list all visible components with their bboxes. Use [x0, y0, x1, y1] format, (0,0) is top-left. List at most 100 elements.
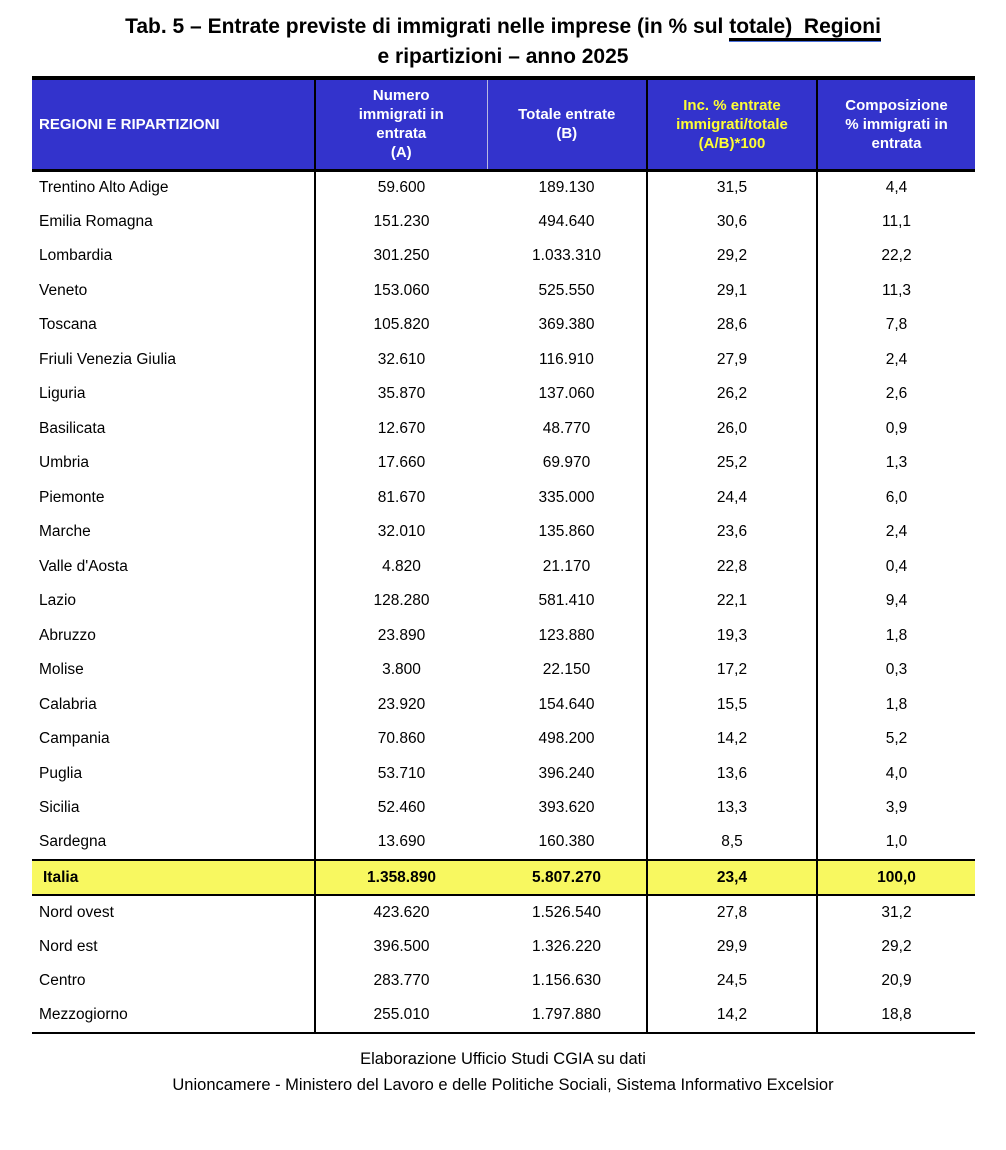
cell-region-name: Lombardia [32, 239, 316, 274]
cell-totale-entrate: 116.910 [487, 342, 647, 377]
cell-incidenza: 29,2 [646, 239, 817, 274]
cell-totale-entrate: 1.797.880 [487, 998, 647, 1034]
cell-totale-entrate: 494.640 [487, 204, 647, 239]
cell-composizione: 7,8 [816, 308, 975, 343]
header-row: REGIONI E RIPARTIZIONI Numero immigrati … [32, 76, 975, 172]
cell-composizione: 5,2 [816, 722, 975, 757]
cell-region-name: Valle d'Aosta [32, 549, 316, 584]
table-row: Basilicata 12.670 48.770 26,0 0,9 [32, 411, 975, 446]
cell-totale-entrate: 69.970 [487, 446, 647, 481]
table-row: Trentino Alto Adige 59.600 189.130 31,5 4,4 [32, 170, 975, 205]
title-line2-text: e ripartizioni – anno 2025 [377, 45, 629, 68]
cell-region-name: Puglia [32, 756, 316, 791]
cell-composizione: 0,3 [816, 653, 975, 688]
cell-numero-immigrati: 283.770 [315, 964, 487, 999]
header-regioni-e-ripartizioni: REGIONI E RIPARTIZIONI [32, 76, 316, 172]
cell-region-name: Campania [32, 722, 316, 757]
cell-incidenza: 24,4 [646, 480, 817, 515]
cell-numero-immigrati: 17.660 [315, 446, 487, 481]
cell-composizione: 2,4 [816, 342, 975, 377]
cell-region-name: Centro [32, 964, 316, 999]
cell-numero-immigrati: 301.250 [315, 239, 487, 274]
cell-totale-entrate: 369.380 [487, 308, 647, 343]
cell-totale-entrate: 135.860 [487, 515, 647, 550]
cell-composizione: 4,0 [816, 756, 975, 791]
cell-totale-entrate: 393.620 [487, 791, 647, 826]
cell-numero-immigrati: 23.920 [315, 687, 487, 722]
cell-numero-immigrati: 153.060 [315, 273, 487, 308]
source-note-line2: Unioncamere - Ministero del Lavoro e del… [172, 1076, 834, 1094]
cell-incidenza: 17,2 [646, 653, 817, 688]
cell-numero-immigrati: 32.610 [315, 342, 487, 377]
table-header: REGIONI E RIPARTIZIONI Numero immigrati … [32, 76, 975, 172]
cell-composizione: 2,4 [816, 515, 975, 550]
cell-incidenza: 14,2 [646, 722, 817, 757]
cell-incidenza: 14,2 [646, 998, 817, 1034]
cell-incidenza: 13,3 [646, 791, 817, 826]
table-row: Emilia Romagna 151.230 494.640 30,6 11,1 [32, 204, 975, 239]
table-row: Calabria 23.920 154.640 15,5 1,8 [32, 687, 975, 722]
cell-region-name: Basilicata [32, 411, 316, 446]
cell-numero-immigrati: 423.620 [315, 895, 487, 930]
cell-region-name: Italia [32, 859, 316, 896]
cell-incidenza: 22,1 [646, 584, 817, 619]
cell-composizione: 22,2 [816, 239, 975, 274]
cell-region-name: Marche [32, 515, 316, 550]
cell-incidenza: 25,2 [646, 446, 817, 481]
cell-incidenza: 27,8 [646, 895, 817, 930]
cell-region-name: Nord ovest [32, 895, 316, 930]
table-row: Mezzogiorno 255.010 1.797.880 14,2 18,8 [32, 998, 975, 1034]
cell-composizione: 0,9 [816, 411, 975, 446]
cell-region-name: Sardegna [32, 825, 316, 860]
cell-region-name: Trentino Alto Adige [32, 170, 316, 205]
title-underlined-text: totale) Regioni [729, 15, 881, 41]
cell-incidenza: 22,8 [646, 549, 817, 584]
cell-composizione: 2,6 [816, 377, 975, 412]
table-row: Veneto 153.060 525.550 29,1 11,3 [32, 273, 975, 308]
cell-totale-entrate: 160.380 [487, 825, 647, 860]
cell-numero-immigrati: 396.500 [315, 929, 487, 964]
cell-region-name: Lazio [32, 584, 316, 619]
cell-region-name: Piemonte [32, 480, 316, 515]
cell-region-name: Umbria [32, 446, 316, 481]
cell-composizione: 18,8 [816, 998, 975, 1034]
cell-totale-entrate: 1.326.220 [487, 929, 647, 964]
table-row: Molise 3.800 22.150 17,2 0,3 [32, 653, 975, 688]
cell-region-name: Friuli Venezia Giulia [32, 342, 316, 377]
cell-region-name: Emilia Romagna [32, 204, 316, 239]
table-row: Sardegna 13.690 160.380 8,5 1,0 [32, 825, 975, 860]
cell-incidenza: 23,6 [646, 515, 817, 550]
cell-numero-immigrati: 12.670 [315, 411, 487, 446]
cell-numero-immigrati: 3.800 [315, 653, 487, 688]
cell-incidenza: 8,5 [646, 825, 817, 860]
cell-numero-immigrati: 13.690 [315, 825, 487, 860]
table-row: Puglia 53.710 396.240 13,6 4,0 [32, 756, 975, 791]
cell-composizione: 0,4 [816, 549, 975, 584]
cell-composizione: 6,0 [816, 480, 975, 515]
data-table: REGIONI E RIPARTIZIONI Numero immigrati … [32, 76, 975, 1034]
cell-totale-entrate: 498.200 [487, 722, 647, 757]
cell-numero-immigrati: 128.280 [315, 584, 487, 619]
cell-totale-entrate: 396.240 [487, 756, 647, 791]
header-totale-entrate: Totale entrate (B) [487, 76, 647, 172]
table-row: Campania 70.860 498.200 14,2 5,2 [32, 722, 975, 757]
table-row: Valle d'Aosta 4.820 21.170 22,8 0,4 [32, 549, 975, 584]
cell-numero-immigrati: 105.820 [315, 308, 487, 343]
table-row: Lombardia 301.250 1.033.310 29,2 22,2 [32, 239, 975, 274]
cell-region-name: Molise [32, 653, 316, 688]
table-row: Toscana 105.820 369.380 28,6 7,8 [32, 308, 975, 343]
cell-region-name: Calabria [32, 687, 316, 722]
table-row: Abruzzo 23.890 123.880 19,3 1,8 [32, 618, 975, 653]
cell-numero-immigrati: 151.230 [315, 204, 487, 239]
cell-incidenza: 28,6 [646, 308, 817, 343]
cell-composizione: 100,0 [816, 859, 975, 896]
cell-region-name: Sicilia [32, 791, 316, 826]
table-row: Umbria 17.660 69.970 25,2 1,3 [32, 446, 975, 481]
table-row: Sicilia 52.460 393.620 13,3 3,9 [32, 791, 975, 826]
table-row: Piemonte 81.670 335.000 24,4 6,0 [32, 480, 975, 515]
cell-composizione: 31,2 [816, 895, 975, 930]
cell-composizione: 1,3 [816, 446, 975, 481]
cell-incidenza: 27,9 [646, 342, 817, 377]
table-row: Marche 32.010 135.860 23,6 2,4 [32, 515, 975, 550]
